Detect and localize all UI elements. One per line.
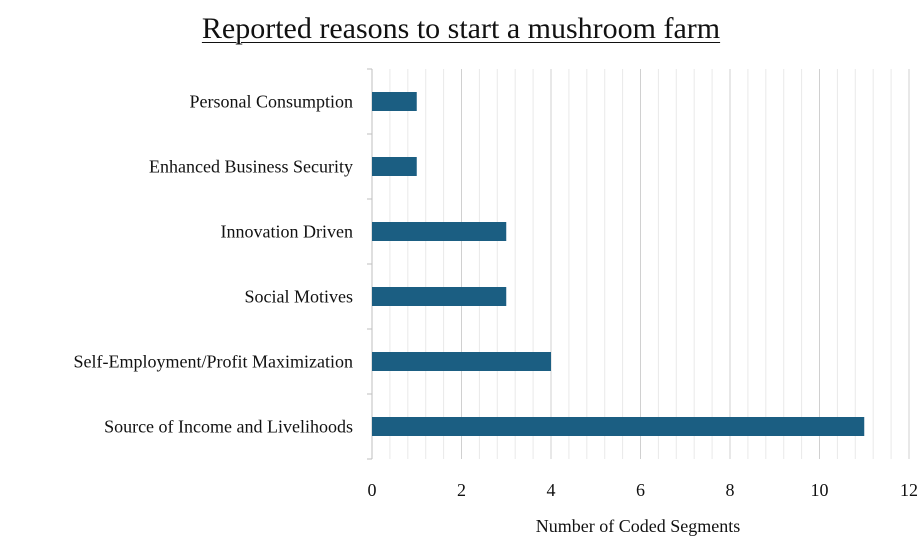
bar bbox=[372, 352, 551, 371]
major-gridlines bbox=[461, 69, 910, 459]
category-label: Self-Employment/Profit Maximization bbox=[74, 352, 353, 372]
x-tick-label: 4 bbox=[547, 480, 556, 500]
bars bbox=[372, 92, 865, 436]
category-label: Enhanced Business Security bbox=[149, 157, 353, 177]
bar bbox=[372, 222, 507, 241]
category-label: Social Motives bbox=[245, 287, 354, 307]
bar bbox=[372, 287, 507, 306]
chart-title: Reported reasons to start a mushroom far… bbox=[201, 12, 721, 45]
x-tick-label: 10 bbox=[811, 480, 829, 500]
x-axis-label: Number of Coded Segments bbox=[536, 516, 740, 536]
minor-gridlines bbox=[389, 69, 892, 459]
bar bbox=[372, 157, 417, 176]
category-label: Personal Consumption bbox=[189, 92, 353, 112]
x-tick-labels: 0 2 4 6 8 10 12 bbox=[368, 480, 919, 500]
x-tick-label: 8 bbox=[726, 480, 735, 500]
x-tick-label: 0 bbox=[368, 480, 377, 500]
category-label: Source of Income and Livelihoods bbox=[104, 417, 353, 437]
category-label: Innovation Driven bbox=[221, 222, 353, 242]
x-tick-label: 12 bbox=[900, 480, 918, 500]
bar bbox=[372, 92, 417, 111]
y-axis bbox=[367, 68, 373, 460]
category-labels: Personal Consumption Enhanced Business Se… bbox=[74, 92, 353, 437]
x-tick-label: 2 bbox=[457, 480, 466, 500]
bar bbox=[372, 417, 865, 436]
x-tick-label: 6 bbox=[636, 480, 645, 500]
